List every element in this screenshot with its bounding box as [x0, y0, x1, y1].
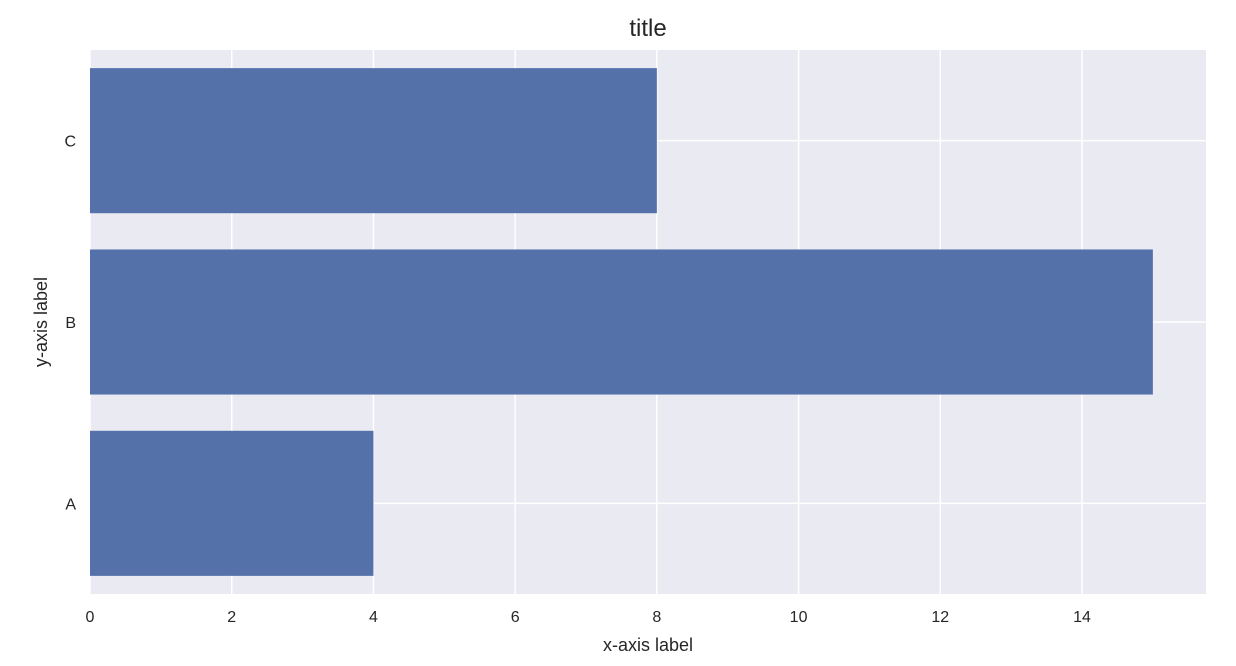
- chart-title: title: [629, 15, 666, 42]
- bars: [90, 68, 1153, 576]
- x-tick-label: 12: [931, 609, 949, 626]
- bar-b: [90, 249, 1153, 395]
- x-tick-label: 0: [86, 609, 95, 626]
- y-tick-labels: A B C: [64, 134, 76, 514]
- x-tick-label: 4: [369, 609, 378, 626]
- y-tick-label-c: C: [64, 134, 76, 151]
- x-tick-label: 2: [227, 609, 236, 626]
- y-axis-label: y-axis label: [31, 277, 51, 367]
- x-tick-label: 6: [511, 609, 520, 626]
- y-tick-label-a: A: [65, 496, 76, 513]
- bar-a: [90, 430, 374, 576]
- bar-c: [90, 68, 657, 214]
- y-tick-label-b: B: [65, 315, 76, 332]
- x-axis-label: x-axis label: [603, 635, 693, 655]
- x-tick-labels: 0 2 4 6 8 10 12 14: [86, 609, 1091, 626]
- x-tick-label: 8: [652, 609, 661, 626]
- x-tick-label: 14: [1073, 609, 1091, 626]
- x-tick-label: 10: [790, 609, 808, 626]
